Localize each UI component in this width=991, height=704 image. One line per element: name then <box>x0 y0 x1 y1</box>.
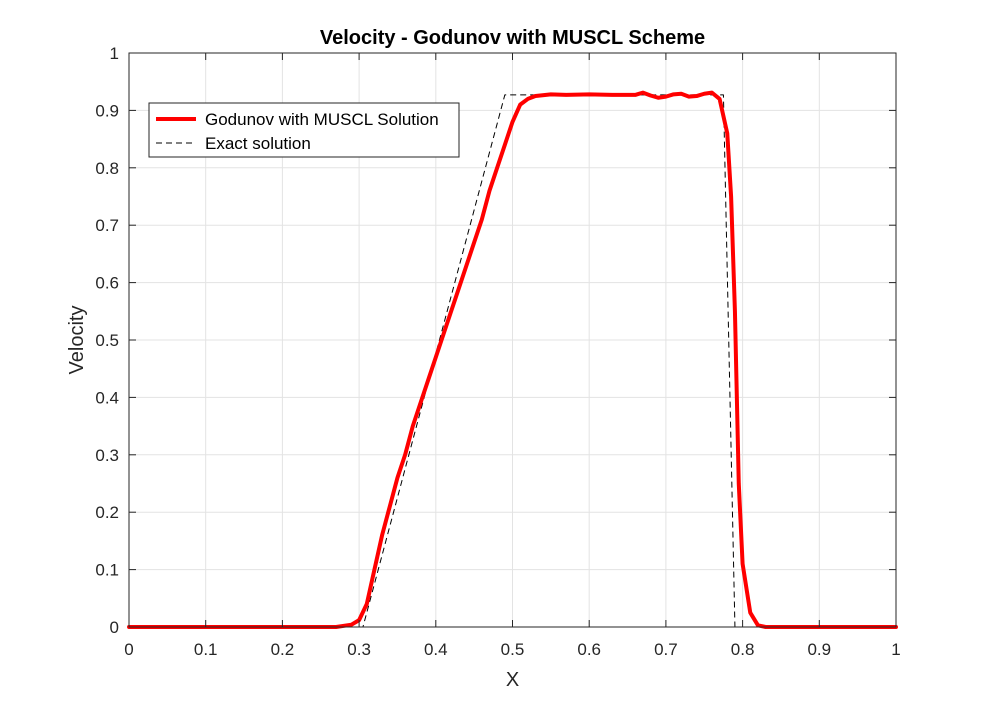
x-tick-label: 0.7 <box>654 640 678 659</box>
legend-label: Godunov with MUSCL Solution <box>205 110 439 129</box>
x-tick-label: 0.6 <box>577 640 601 659</box>
y-tick-label: 0.9 <box>95 101 119 120</box>
y-tick-label: 0 <box>110 618 119 637</box>
x-tick-label: 0 <box>124 640 133 659</box>
y-tick-label: 0.4 <box>95 388 119 407</box>
x-tick-label: 0.8 <box>731 640 755 659</box>
x-axis-label: X <box>506 669 519 691</box>
chart-title: Velocity - Godunov with MUSCL Scheme <box>320 27 705 49</box>
y-tick-label: 0.8 <box>95 159 119 178</box>
y-axis-label: Velocity <box>66 306 88 375</box>
x-tick-label: 0.1 <box>194 640 218 659</box>
legend-label: Exact solution <box>205 134 311 153</box>
y-tick-label: 1 <box>110 44 119 63</box>
x-tick-label: 1 <box>891 640 900 659</box>
x-tick-label: 0.9 <box>807 640 831 659</box>
legend: Godunov with MUSCL Solution Exact solutio… <box>148 102 460 158</box>
muscl-solution-line <box>127 90 898 629</box>
y-tick-label: 0.3 <box>95 446 119 465</box>
x-tick-label: 0.3 <box>347 640 371 659</box>
y-tick-label: 0.7 <box>95 216 119 235</box>
y-tick-label: 0.1 <box>95 561 119 580</box>
y-tick-label: 0.6 <box>95 274 119 293</box>
axis-ticks: 0 0.1 0.2 0.3 0.4 0.5 0.6 0.7 0.8 0.9 1 0 0.1 0.2 0.3 0… <box>95 44 900 659</box>
x-tick-label: 0.5 <box>501 640 525 659</box>
x-tick-label: 0.2 <box>271 640 295 659</box>
legend-box <box>148 102 460 158</box>
x-tick-label: 0.4 <box>424 640 448 659</box>
y-tick-label: 0.5 <box>95 331 119 350</box>
y-tick-label: 0.2 <box>95 503 119 522</box>
